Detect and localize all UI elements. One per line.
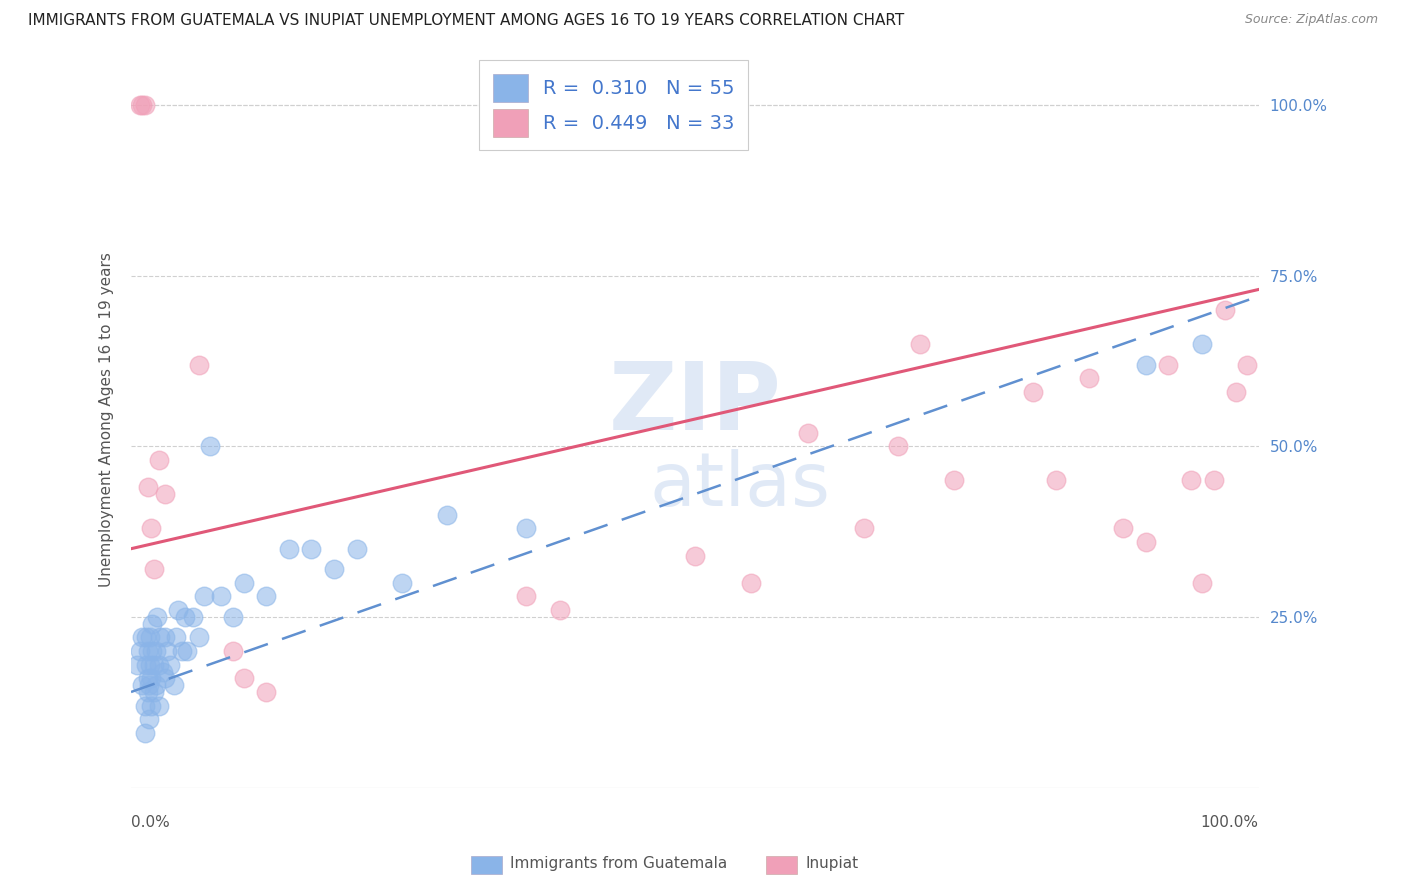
Point — [740, 575, 762, 590]
Text: Immigrants from Guatemala: Immigrants from Guatemala — [510, 856, 728, 871]
Point — [145, 644, 167, 658]
Point — [1135, 358, 1157, 372]
Point — [323, 562, 346, 576]
Point — [141, 698, 163, 713]
Point — [146, 610, 169, 624]
Point — [1225, 384, 1247, 399]
Point — [152, 665, 174, 679]
Point — [145, 678, 167, 692]
Text: atlas: atlas — [650, 449, 831, 522]
Point — [159, 657, 181, 672]
Point — [141, 521, 163, 535]
Point — [683, 549, 706, 563]
Point — [181, 610, 204, 624]
Point — [1180, 474, 1202, 488]
Point — [148, 453, 170, 467]
Text: 100.0%: 100.0% — [1201, 814, 1258, 830]
Point — [1191, 337, 1213, 351]
Point — [141, 644, 163, 658]
Point — [187, 358, 209, 372]
Point — [174, 610, 197, 624]
Point — [165, 631, 187, 645]
Point — [142, 685, 165, 699]
Point — [139, 631, 162, 645]
Point — [153, 631, 176, 645]
Point — [167, 603, 190, 617]
Point — [910, 337, 932, 351]
Point — [1191, 575, 1213, 590]
Point — [1045, 474, 1067, 488]
Point — [277, 541, 299, 556]
Point — [198, 439, 221, 453]
Point — [1202, 474, 1225, 488]
Point — [515, 590, 537, 604]
Point — [131, 631, 153, 645]
Point — [176, 644, 198, 658]
Point — [149, 631, 172, 645]
Point — [156, 644, 179, 658]
Point — [125, 657, 148, 672]
Point — [148, 698, 170, 713]
Point — [436, 508, 458, 522]
Y-axis label: Unemployment Among Ages 16 to 19 years: Unemployment Among Ages 16 to 19 years — [100, 252, 114, 587]
Point — [1213, 302, 1236, 317]
Point — [153, 671, 176, 685]
Point — [1112, 521, 1135, 535]
Point — [346, 541, 368, 556]
Point — [170, 644, 193, 658]
Point — [138, 712, 160, 726]
Point — [187, 631, 209, 645]
Point — [129, 98, 152, 112]
Point — [135, 631, 157, 645]
Point — [943, 474, 966, 488]
Point — [129, 644, 152, 658]
Point — [134, 698, 156, 713]
Point — [1135, 535, 1157, 549]
Point — [232, 671, 254, 685]
Text: Inupiat: Inupiat — [806, 856, 859, 871]
Legend: R =  0.310   N = 55, R =  0.449   N = 33: R = 0.310 N = 55, R = 0.449 N = 33 — [479, 61, 748, 151]
Point — [193, 590, 215, 604]
Point — [134, 726, 156, 740]
Point — [391, 575, 413, 590]
Point — [254, 590, 277, 604]
Point — [148, 657, 170, 672]
Point — [134, 98, 156, 112]
Point — [142, 562, 165, 576]
Point — [548, 603, 571, 617]
Text: Source: ZipAtlas.com: Source: ZipAtlas.com — [1244, 13, 1378, 27]
Point — [209, 590, 232, 604]
Point — [796, 425, 818, 440]
Point — [515, 521, 537, 535]
Point — [232, 575, 254, 590]
Point — [153, 487, 176, 501]
Point — [141, 671, 163, 685]
Text: ZIP: ZIP — [609, 359, 782, 450]
Point — [136, 685, 159, 699]
Point — [136, 644, 159, 658]
Point — [131, 678, 153, 692]
Point — [1078, 371, 1101, 385]
Point — [301, 541, 323, 556]
Point — [139, 657, 162, 672]
Point — [221, 644, 243, 658]
Point — [887, 439, 910, 453]
Point — [1157, 358, 1180, 372]
Point — [136, 480, 159, 494]
Point — [221, 610, 243, 624]
Text: 0.0%: 0.0% — [131, 814, 170, 830]
Text: IMMIGRANTS FROM GUATEMALA VS INUPIAT UNEMPLOYMENT AMONG AGES 16 TO 19 YEARS CORR: IMMIGRANTS FROM GUATEMALA VS INUPIAT UNE… — [28, 13, 904, 29]
Point — [142, 657, 165, 672]
Point — [141, 616, 163, 631]
Point — [163, 678, 186, 692]
Point — [138, 678, 160, 692]
Point — [136, 671, 159, 685]
Point — [1022, 384, 1045, 399]
Point — [135, 657, 157, 672]
Point — [131, 98, 153, 112]
Point — [254, 685, 277, 699]
Point — [1236, 358, 1258, 372]
Point — [852, 521, 875, 535]
